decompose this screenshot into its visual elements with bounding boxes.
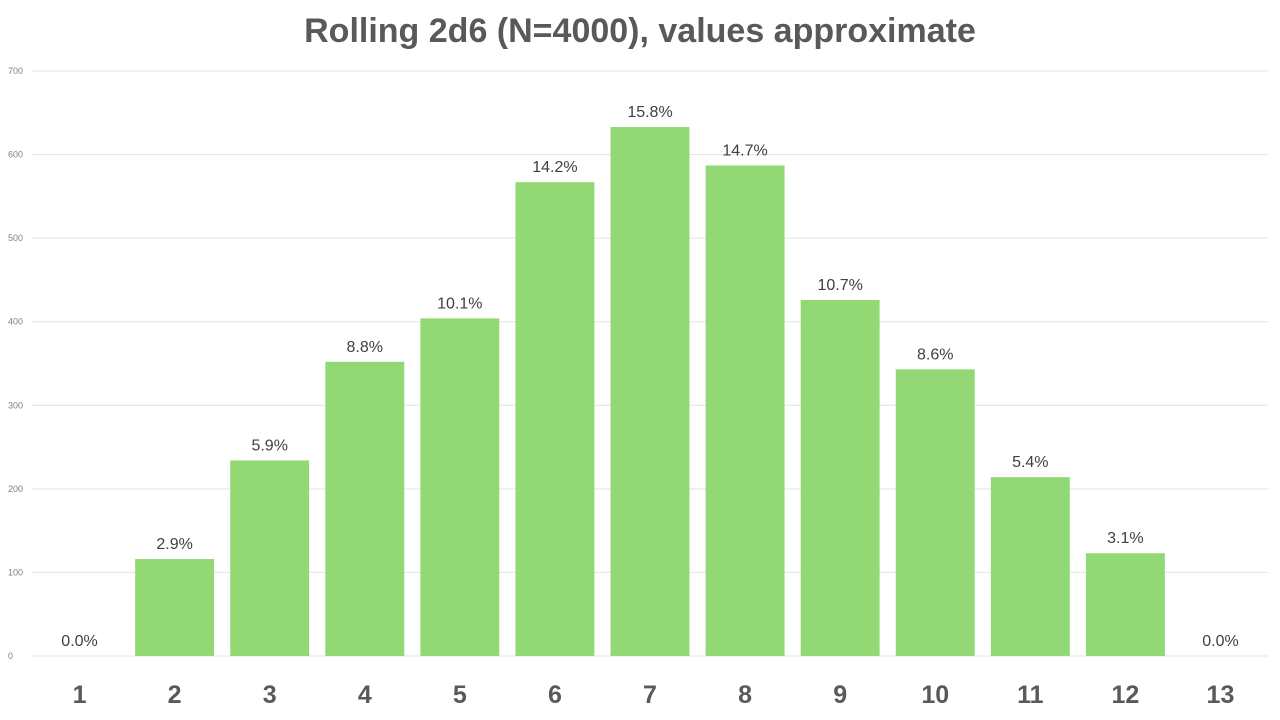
y-tick-label: 400 (8, 317, 23, 327)
x-tick-label: 4 (358, 681, 372, 709)
y-axis-ticks: 0 100 200 300 400 500 600 700 (8, 66, 23, 661)
bar (135, 559, 215, 656)
bar (990, 477, 1070, 656)
y-tick-label: 300 (8, 400, 23, 410)
data-label: 0.0% (61, 633, 97, 650)
data-label: 15.8% (627, 104, 672, 121)
y-tick-label: 700 (8, 66, 23, 76)
data-label: 5.9% (251, 437, 287, 454)
bar (705, 165, 785, 656)
bar (420, 318, 500, 656)
data-label: 14.2% (532, 159, 577, 176)
y-tick-label: 0 (8, 651, 13, 661)
y-tick-label: 600 (8, 150, 23, 160)
bars (135, 126, 1165, 656)
y-tick-label: 100 (8, 567, 23, 577)
x-tick-label: 2 (168, 681, 182, 709)
x-tick-label: 3 (263, 681, 277, 709)
data-label: 10.7% (817, 277, 862, 294)
data-label: 8.8% (347, 339, 383, 356)
data-label: 10.1% (437, 295, 482, 312)
bar (515, 182, 595, 656)
x-tick-label: 6 (548, 681, 562, 709)
x-tick-label: 7 (643, 681, 657, 709)
data-label: 0.0% (1202, 633, 1238, 650)
bar (800, 299, 880, 656)
chart-title: Rolling 2d6 (N=4000), values approximate (304, 12, 976, 50)
data-label: 3.1% (1107, 530, 1143, 547)
x-tick-label: 1 (73, 681, 87, 709)
data-label: 14.7% (722, 142, 767, 159)
y-tick-label: 500 (8, 233, 23, 243)
y-tick-label: 200 (8, 484, 23, 494)
data-label: 8.6% (917, 346, 953, 363)
x-tick-label: 13 (1207, 681, 1235, 709)
x-tick-label: 8 (738, 681, 752, 709)
bar (1085, 553, 1165, 656)
data-label: 5.4% (1012, 454, 1048, 471)
bar (895, 369, 975, 656)
x-tick-label: 9 (833, 681, 847, 709)
bar (610, 126, 690, 656)
bar (230, 460, 310, 656)
x-tick-label: 12 (1111, 681, 1139, 709)
x-tick-label: 11 (1017, 681, 1044, 709)
x-axis-ticks: 1 2 3 4 5 6 7 8 9 10 11 12 13 (73, 681, 1235, 709)
data-label: 2.9% (156, 536, 192, 553)
x-tick-label: 5 (453, 681, 467, 709)
x-tick-label: 10 (921, 681, 949, 709)
bar (325, 361, 405, 656)
data-labels: 0.0% 2.9% 5.9% 8.8% 10.1% 14.2% 15.8% 14.7% 10.7… (61, 104, 1238, 650)
